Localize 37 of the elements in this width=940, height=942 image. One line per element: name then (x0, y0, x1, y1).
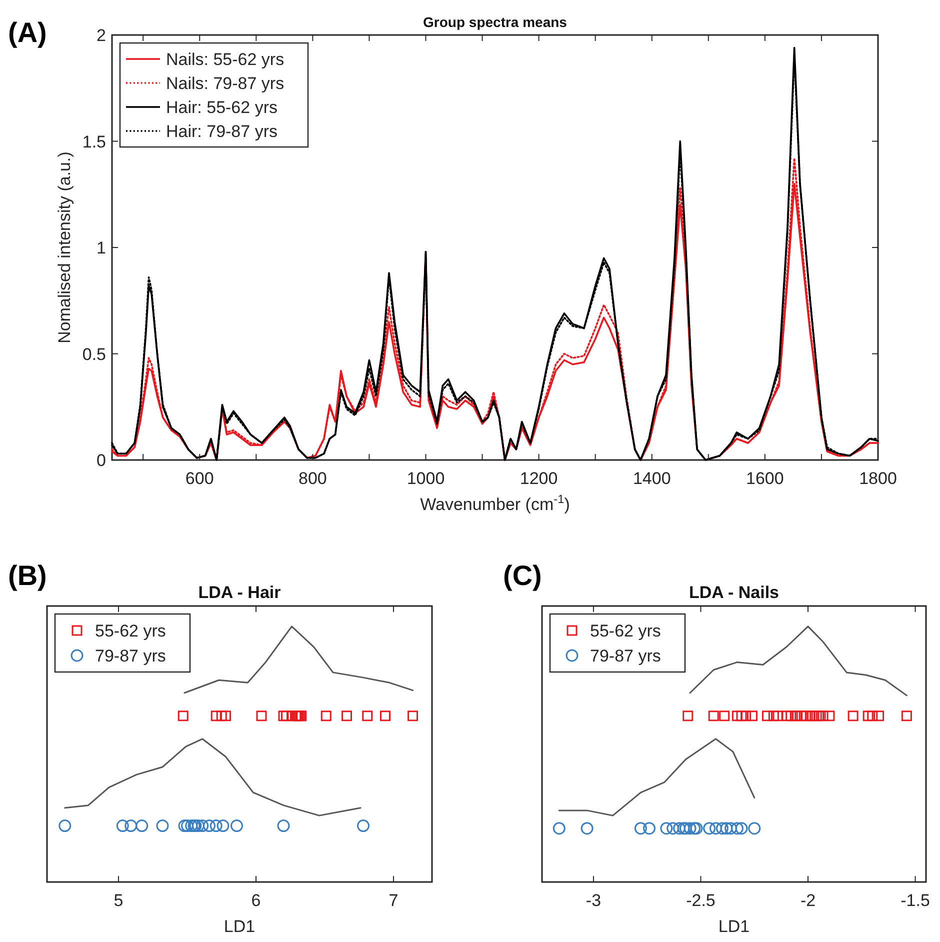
chart-title: LDA - Hair (198, 583, 282, 602)
x-tick-label: -2.5 (686, 891, 716, 910)
x-axis-title: Wavenumber (cm$^{-1}$) (420, 492, 570, 514)
x-axis-title: LD1 (224, 917, 256, 936)
legend-label: 55-62 yrs (590, 622, 661, 640)
y-axis-title: Nomalised intensity (a.u.) (55, 152, 74, 344)
legend-label: Nails: 55-62 yrs (166, 50, 284, 69)
y-tick-label: 1.5 (82, 132, 106, 152)
x-tick-label: -3 (586, 891, 602, 910)
chart-title: Group spectra means (423, 14, 568, 30)
x-tick-label: -1.5 (900, 891, 930, 910)
x-tick-label: 7 (388, 891, 398, 910)
chart-title: LDA - Nails (688, 583, 780, 602)
legend-label: 55-62 yrs (95, 622, 166, 640)
text: (A) (8, 17, 47, 48)
y-tick-label: 2 (96, 26, 106, 45)
x-tick-label: 1800 (859, 469, 897, 488)
y-tick-label: 0.5 (82, 344, 106, 364)
legend-label: 79-87 yrs (95, 646, 166, 666)
x-tick-label: 1400 (632, 469, 671, 488)
x-tick-label: 600 (185, 469, 214, 488)
x-tick-label: 5 (114, 891, 124, 910)
text: (C) (503, 560, 542, 591)
text: (B) (8, 560, 47, 591)
x-tick-label: -2 (800, 891, 816, 910)
legend-label: Nails: 79-87 yrs (166, 74, 284, 93)
x-axis-title: LD1 (718, 917, 750, 936)
y-tick-label: 1 (96, 238, 106, 258)
x-tick-label: 1200 (520, 469, 558, 488)
x-tick-label: 1600 (746, 469, 784, 488)
x-tick-label: 800 (298, 469, 327, 488)
legend-label: 79-87 yrs (590, 646, 661, 666)
legend-label: Hair: 79-87 yrs (166, 122, 278, 141)
y-tick-label: 0 (96, 451, 106, 470)
x-tick-label: 1000 (406, 469, 445, 488)
legend-label: Hair: 55-62 yrs (166, 98, 278, 117)
x-tick-label: 6 (251, 891, 261, 910)
